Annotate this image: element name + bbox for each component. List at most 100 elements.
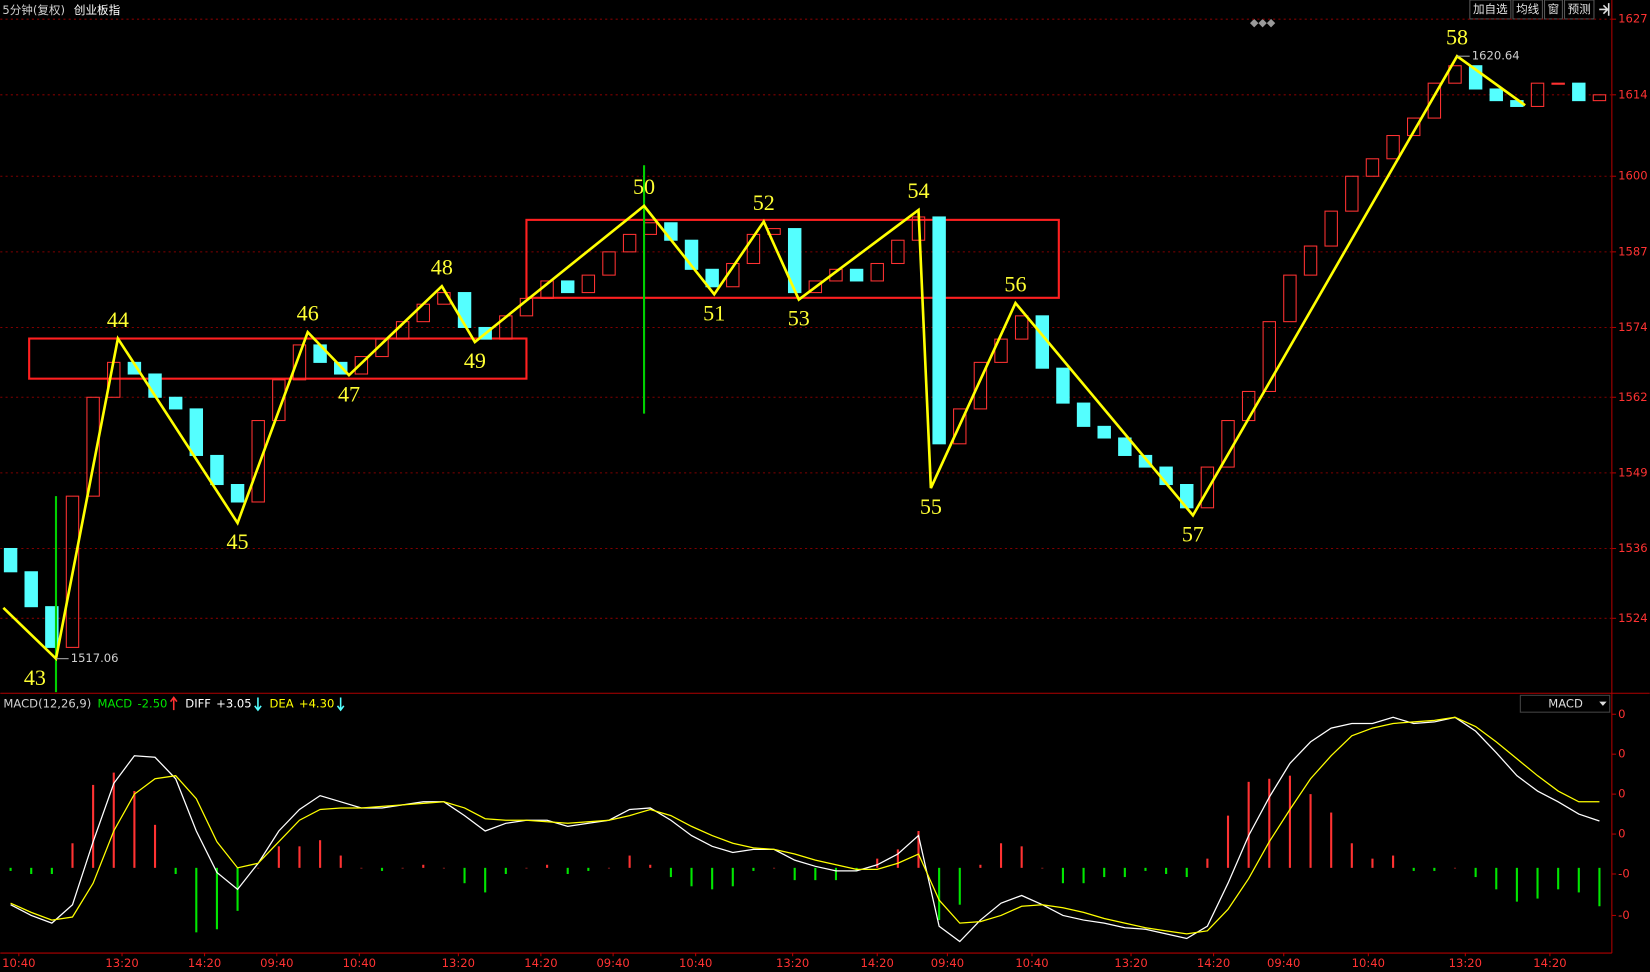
candle — [1200, 466, 1215, 509]
candle — [1427, 82, 1442, 119]
y-tick-label: -0 — [1618, 866, 1630, 880]
macd-bar — [649, 864, 652, 868]
candle — [1076, 402, 1091, 427]
macd-bar — [360, 867, 363, 869]
y-tick-label: 1536 — [1618, 541, 1647, 555]
candle — [1592, 94, 1607, 102]
wave-label: 57 — [1182, 521, 1204, 546]
wave-label: 56 — [1004, 271, 1026, 296]
macd-bar — [1061, 867, 1064, 884]
macd-bar — [814, 867, 817, 881]
macd-bar — [92, 784, 95, 868]
toolbar-button[interactable]: 预测 — [1568, 2, 1591, 16]
macd-bar — [9, 867, 12, 871]
macd-bar — [1474, 867, 1477, 878]
macd-bar — [793, 867, 796, 881]
macd-bar — [298, 846, 301, 868]
candle — [1489, 88, 1503, 102]
candle — [1324, 210, 1338, 247]
indicator-selector[interactable] — [1519, 694, 1611, 713]
candle — [1014, 315, 1029, 340]
candle — [24, 571, 38, 608]
y-tick-label: 1524 — [1618, 611, 1647, 625]
macd-bar — [463, 867, 466, 884]
macd-bar — [1206, 858, 1209, 868]
x-tick-label: 14:20 — [1197, 956, 1230, 970]
x-tick-label: 09:40 — [931, 956, 964, 970]
macd-bar — [50, 867, 53, 874]
x-tick-label: 14:20 — [861, 956, 894, 970]
wave-label: 52 — [753, 190, 775, 215]
x-tick-label: 10:40 — [343, 956, 376, 970]
x-tick-label: 09:40 — [260, 956, 293, 970]
x-tick-label: 13:20 — [442, 956, 475, 970]
x-tick-label: 10:40 — [1352, 956, 1385, 970]
wave-label: 49 — [464, 348, 486, 373]
macd-bar — [711, 867, 714, 890]
toolbar-button[interactable]: 均线 — [1516, 2, 1540, 16]
legend-value: -2.50 — [137, 696, 167, 710]
macd-bar — [195, 867, 198, 933]
dropdown-arrow[interactable] — [1599, 701, 1607, 706]
legend-value: +4.30 — [299, 696, 334, 710]
macd-bar — [257, 867, 260, 869]
macd-bar — [1495, 867, 1498, 890]
macd-bar — [1103, 867, 1106, 878]
macd-bar — [1515, 867, 1518, 902]
macd-bar — [917, 830, 920, 868]
toolbar-button[interactable]: 加自选 — [1473, 2, 1508, 16]
x-tick-label: 14:20 — [1533, 956, 1566, 970]
macd-bar — [525, 867, 528, 869]
macd-bar — [442, 867, 445, 869]
y-tick-label: 1627 — [1618, 12, 1647, 26]
x-tick-label: 10:40 — [679, 956, 712, 970]
candle — [808, 280, 823, 294]
legend-name: DEA — [270, 696, 294, 710]
macd-bar — [319, 840, 322, 868]
candle — [1365, 158, 1380, 177]
macd-bar — [380, 867, 384, 871]
macd-bar — [876, 858, 879, 868]
macd-bar — [1020, 846, 1023, 868]
legend-name: DIFF — [185, 696, 211, 710]
candle — [1283, 274, 1297, 323]
candle — [1386, 135, 1400, 160]
wave-line — [2, 54, 1526, 662]
candle — [210, 454, 224, 486]
wave-label: 51 — [703, 300, 725, 325]
x-tick-label: 14:20 — [188, 956, 221, 970]
wave-label: 54 — [907, 178, 929, 203]
y-tick-label: 0 — [1618, 707, 1625, 721]
indicator-selector-label[interactable]: MACD — [1548, 696, 1583, 710]
y-tick-label: -0 — [1618, 908, 1630, 922]
macd-bar — [1309, 794, 1312, 868]
macd-bar — [504, 867, 507, 874]
candle — [272, 379, 286, 422]
price-callout: 1620.64 — [1472, 49, 1520, 63]
candle — [891, 239, 905, 265]
macd-bar — [1082, 867, 1085, 884]
candle — [1530, 82, 1545, 107]
drag-icon — [1249, 18, 1276, 28]
x-tick-label: 09:40 — [1267, 956, 1300, 970]
chart-title: 创业板指 — [74, 3, 121, 17]
candle — [1097, 425, 1111, 439]
macd-bar — [1268, 778, 1271, 868]
x-tick-label: 13:20 — [1114, 956, 1147, 970]
macd-bar — [1288, 775, 1291, 868]
macd-bar — [1557, 867, 1560, 890]
toolbar-button[interactable]: 窗 — [1548, 2, 1560, 16]
macd-bar — [979, 864, 982, 868]
candle — [354, 356, 369, 375]
x-tick-label: 13:20 — [776, 956, 809, 970]
macd-bar — [1350, 843, 1353, 868]
wave-label: 48 — [431, 254, 453, 279]
macd-bar — [1433, 867, 1436, 871]
candle — [65, 495, 80, 648]
macd-line — [10, 716, 1600, 943]
candle — [1407, 117, 1421, 137]
macd-bar — [1453, 867, 1457, 869]
x-tick-label: 10:40 — [2, 956, 35, 970]
exit-icon[interactable] — [1599, 3, 1610, 16]
